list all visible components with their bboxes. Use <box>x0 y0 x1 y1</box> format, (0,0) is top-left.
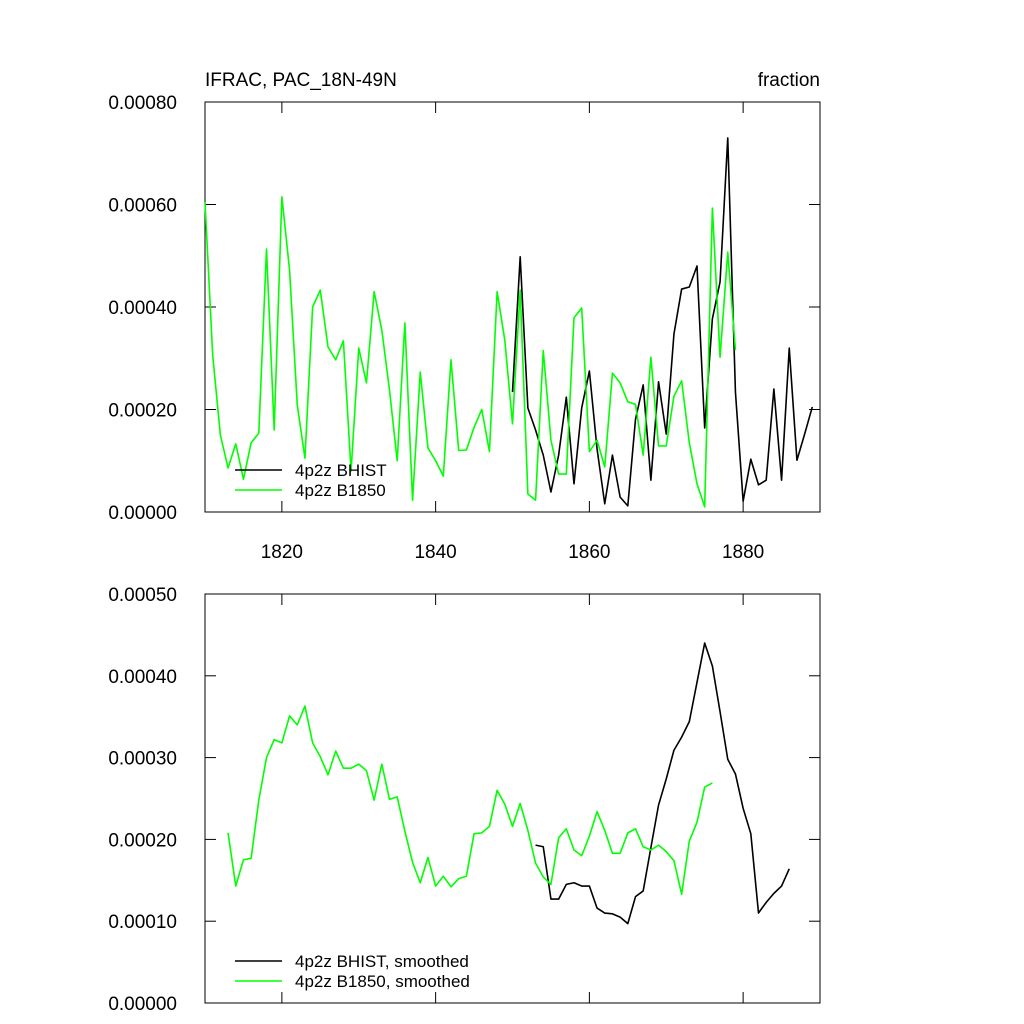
y-tick-label: 0.00000 <box>108 503 177 524</box>
y-tick-label: 0.00040 <box>108 298 177 319</box>
units-label: fraction <box>758 70 820 91</box>
y-tick-label: 0.00010 <box>108 912 177 933</box>
chart-title: IFRAC, PAC_18N-49N <box>205 70 397 91</box>
y-tick-label: 0.00080 <box>108 93 177 114</box>
x-tick-label: 1860 <box>568 542 610 563</box>
y-tick-label: 0.00020 <box>108 401 177 422</box>
y-tick-label: 0.00020 <box>108 830 177 851</box>
series-line <box>204 196 737 508</box>
series-line <box>227 705 713 896</box>
legend-label: 4p2z B1850, smoothed <box>295 972 470 991</box>
plot-frame <box>204 593 821 1004</box>
legend-label: 4p2z BHIST, smoothed <box>295 952 469 971</box>
legend-label: 4p2z BHIST <box>295 461 387 480</box>
y-tick-label: 0.00000 <box>108 994 177 1015</box>
series-line <box>511 137 814 507</box>
y-tick-label: 0.00040 <box>108 667 177 688</box>
legend-label: 4p2z B1850 <box>295 481 386 500</box>
x-tick-label: 1880 <box>722 542 764 563</box>
y-tick-label: 0.00060 <box>108 196 177 217</box>
series-line <box>535 642 790 925</box>
y-tick-label: 0.00050 <box>108 585 177 606</box>
x-tick-label: 1820 <box>261 542 303 563</box>
y-tick-label: 0.00030 <box>108 749 177 770</box>
x-tick-label: 1840 <box>414 542 456 563</box>
